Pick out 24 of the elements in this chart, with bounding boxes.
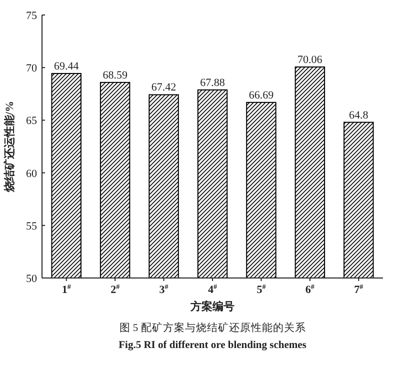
y-tick-label: 65 bbox=[26, 115, 38, 128]
y-tick-label: 50 bbox=[26, 273, 38, 285]
data-label: 69.44 bbox=[54, 60, 80, 72]
x-tick-label: 4$^{#}$ bbox=[208, 283, 218, 296]
caption: 图 5 配矿方案与烧结矿还原性能的关系 bbox=[119, 321, 306, 334]
data-label: 66.69 bbox=[248, 89, 274, 102]
y-tick-label: 70 bbox=[26, 62, 38, 75]
data-label: 68.59 bbox=[102, 69, 128, 82]
y-tick-label: 55 bbox=[26, 220, 38, 232]
x-tick-label: 2$^{#}$ bbox=[110, 283, 120, 296]
x-tick-label: 6$^{#}$ bbox=[305, 283, 315, 296]
y-axis-title: 烧结矿还运性能/% bbox=[3, 100, 16, 194]
x-tick-label: 5$^{#}$ bbox=[256, 283, 266, 296]
x-axis-title: 方案编号 bbox=[190, 300, 234, 313]
x-tick-label: 3$^{#}$ bbox=[159, 283, 169, 296]
data-label: 67.42 bbox=[151, 82, 176, 94]
y-tick-label: 75 bbox=[26, 10, 38, 22]
caption: Fig.5 RI of different ore blending schemes bbox=[118, 340, 306, 351]
y-tick-label: 60 bbox=[26, 168, 38, 180]
data-label: 64.8 bbox=[349, 109, 369, 122]
x-tick-label: 7$^{#}$ bbox=[354, 283, 364, 296]
data-label: 70.06 bbox=[298, 54, 323, 66]
data-label: 67.88 bbox=[200, 76, 226, 89]
x-tick-label: 1$^{#}$ bbox=[62, 283, 72, 296]
